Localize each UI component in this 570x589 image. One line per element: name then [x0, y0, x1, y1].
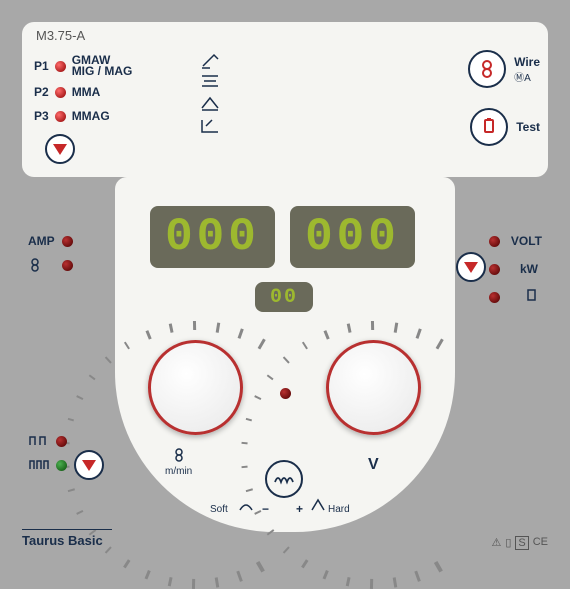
pulse-nav-button[interactable]: [74, 450, 104, 480]
test-label: Test: [516, 120, 540, 134]
mode-name: MMAG: [72, 109, 110, 123]
right-nav-button[interactable]: [456, 252, 486, 282]
mode-name: MMA: [72, 85, 101, 99]
soft-label: Soft: [210, 504, 228, 515]
mode-code: P3: [34, 109, 49, 123]
test-row: Test: [470, 108, 540, 146]
mode-code: P1: [34, 59, 49, 73]
minus-label: −: [262, 502, 269, 516]
inductance-icon: [273, 472, 295, 486]
top-panel: [22, 22, 548, 177]
weld-icon-3: [200, 96, 222, 115]
cert-row: ⚠ ▯ S CE: [491, 536, 548, 550]
warn-icon: ⚠: [491, 536, 501, 550]
wire-button[interactable]: [468, 50, 506, 88]
arc-icon: [265, 460, 303, 498]
mode-row-p2: P2 MMA: [34, 85, 100, 99]
model-number: M3.75-A: [36, 28, 85, 43]
weld-icon-2: [200, 74, 222, 93]
wire-label: Wire: [514, 55, 540, 69]
led-p2: [55, 87, 66, 98]
display-right: 000: [290, 206, 415, 268]
wire-feed-icon: [477, 59, 497, 79]
amp-label: AMP: [28, 234, 55, 248]
display-small: 00: [255, 282, 313, 312]
manual-icon: ▯: [505, 536, 511, 550]
led-2t: [56, 436, 67, 447]
test-button[interactable]: [470, 108, 508, 146]
gas-test-icon: [480, 118, 498, 136]
volt-label: VOLT: [511, 234, 542, 248]
mode-row-p3: P3 MMAG: [34, 109, 110, 123]
weld-icon-4: [200, 118, 222, 139]
led-p1: [55, 61, 66, 72]
plus-label: +: [296, 502, 303, 516]
hard-arc-icon: [310, 498, 326, 515]
led-center: [280, 388, 291, 399]
right-knob[interactable]: [326, 340, 421, 435]
mode-nav-button[interactable]: [45, 134, 75, 164]
pulse-4t-icon: [28, 458, 52, 474]
ce-mark: CE: [533, 536, 548, 550]
wire-speed-icon: [28, 258, 42, 275]
led-4t: [56, 460, 67, 471]
pulse-2t-icon: [28, 434, 48, 450]
display-left: 000: [150, 206, 275, 268]
led-kw: [489, 264, 500, 275]
wire-sub: ⓂA: [514, 69, 540, 84]
kw-label: kW: [520, 262, 538, 276]
s-mark: S: [515, 536, 528, 550]
hard-label: Hard: [328, 504, 350, 515]
wire-row: Wire ⓂA: [468, 50, 540, 88]
brand-underline: [22, 529, 112, 530]
mode-name: GMAW MIG / MAG: [72, 55, 133, 77]
brand-label: Taurus Basic: [22, 533, 103, 548]
weld-icon-1: [200, 52, 222, 73]
mode-row-p1: P1 GMAW MIG / MAG: [34, 55, 132, 77]
knob-left-label: m/min: [165, 466, 192, 477]
left-knob[interactable]: [148, 340, 243, 435]
knob-left-icon: [172, 448, 186, 465]
gas-icon: [526, 288, 538, 305]
knob-right-label: V: [368, 456, 379, 474]
led-volt: [489, 236, 500, 247]
soft-arc-icon: [238, 498, 254, 515]
led-wirespeed: [62, 260, 73, 271]
mode-code: P2: [34, 85, 49, 99]
led-amp: [62, 236, 73, 247]
led-p3: [55, 111, 66, 122]
led-gas: [489, 292, 500, 303]
